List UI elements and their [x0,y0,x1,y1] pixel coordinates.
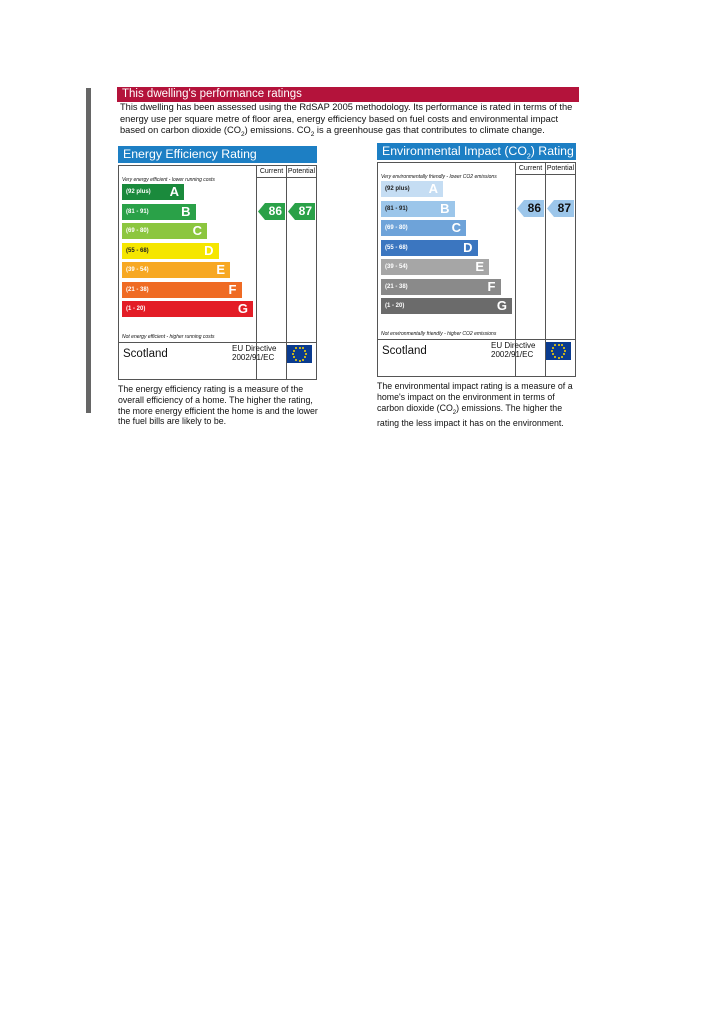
band-letter: A [169,184,179,199]
rating-band-f: (21 - 38) F [381,278,501,295]
current-column-header: Current [515,163,545,175]
band-range-label: (1 - 20) [126,306,146,312]
band-range-label: (55 - 68) [126,247,149,254]
rating-band-b: (81 - 91) B [381,200,455,217]
rating-band-c: (69 - 80) C [122,223,207,239]
band-range-label: (81 - 91) [126,208,149,215]
band-letter: C [192,223,202,238]
band-letter: E [475,259,484,274]
rating-band-b: (81 - 91) B [122,203,196,220]
band-range-label: (55 - 68) [385,244,408,251]
band-letter: G [496,298,507,313]
rating-band-c: (69 - 80) C [381,220,466,236]
current-rating-arrow: 86 [517,200,544,217]
top-note: Very energy efficient - lower running co… [122,177,215,183]
band-range-label: (92 plus) [126,189,151,195]
potential-column-header: Potential [286,166,316,178]
band-letter: F [228,281,237,297]
energy-efficiency-chart: Current Potential Very energy efficient … [118,165,317,380]
top-note: Very environmentally friendly - lower CO… [381,174,497,180]
country-label: Scotland [382,345,427,357]
band-letter: G [237,301,248,316]
band-letter: F [487,278,496,294]
eu-flag-icon [287,345,312,363]
section-banner: This dwelling's performance ratings [117,87,579,102]
environmental-impact-panel: Environmental Impact (CO2) Rating Curren… [377,143,576,429]
band-letter: D [463,239,473,255]
band-range-label: (21 - 38) [126,286,149,293]
band-letter: A [428,181,438,196]
band-range-label: (69 - 80) [126,228,149,234]
energy-efficiency-panel: Energy Efficiency Rating Current Potenti… [118,146,318,427]
bottom-note: Not energy efficient - higher running co… [122,334,215,340]
environmental-impact-title: Environmental Impact (CO2) Rating [377,143,576,160]
potential-rating-arrow: 87 [288,203,315,220]
band-range-label: (69 - 80) [385,225,408,231]
potential-rating-arrow: 87 [547,200,574,217]
potential-column-header: Potential [545,163,575,175]
band-range-label: (39 - 54) [385,264,408,270]
band-range-label: (21 - 38) [385,283,408,290]
band-range-label: (92 plus) [385,186,410,192]
rating-band-e: (39 - 54) E [381,259,489,275]
environmental-description: The environmental impact rating is a mea… [377,381,573,429]
current-rating-arrow: 86 [258,203,285,220]
energy-description: The energy efficiency rating is a measur… [118,384,318,427]
rating-band-a: (92 plus) A [122,184,184,200]
bottom-note: Not environmentally friendly - higher CO… [381,331,497,337]
band-letter: B [181,203,191,219]
eu-flag-icon [546,342,571,360]
eu-directive: EU Directive 2002/91/EC [232,344,277,362]
band-range-label: (39 - 54) [126,267,149,273]
band-range-label: (81 - 91) [385,205,408,212]
current-column-header: Current [256,166,286,178]
band-range-label: (1 - 20) [385,303,405,309]
band-letter: C [451,220,461,235]
band-letter: E [216,262,225,277]
environmental-impact-chart: Current Potential Very environmentally f… [377,162,576,377]
rating-band-a: (92 plus) A [381,181,443,197]
rating-band-f: (21 - 38) F [122,281,242,298]
rating-band-g: (1 - 20) G [122,301,253,317]
band-letter: D [204,242,214,258]
rating-band-d: (55 - 68) D [122,242,219,259]
rating-band-e: (39 - 54) E [122,262,230,278]
rating-band-d: (55 - 68) D [381,239,478,256]
left-margin-bar [86,88,91,413]
intro-text: This dwelling has been assessed using th… [120,102,573,138]
country-label: Scotland [123,348,168,360]
rating-band-g: (1 - 20) G [381,298,512,314]
energy-efficiency-title: Energy Efficiency Rating [118,146,317,163]
eu-directive: EU Directive 2002/91/EC [491,341,536,359]
band-letter: B [440,200,450,216]
